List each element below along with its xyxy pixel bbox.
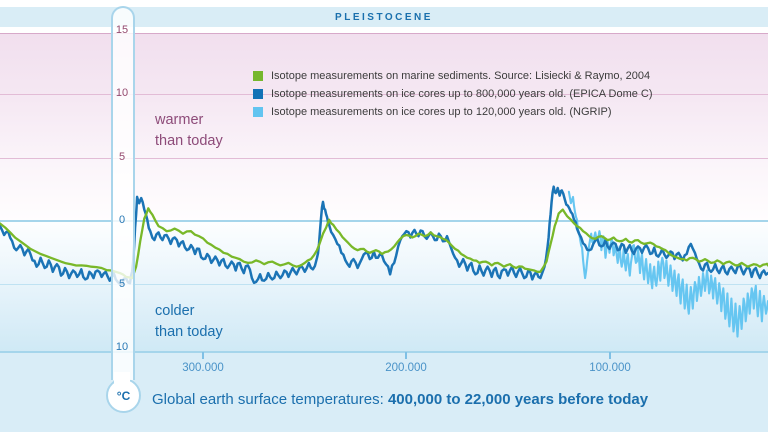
legend-label: Isotope measurements on ice cores up to … [271, 88, 653, 100]
era-title: PLEISTOCENE [335, 11, 433, 23]
gridline-plus5 [0, 158, 768, 159]
epica-swatch-icon [253, 89, 263, 99]
thermometer-tick-label: 5 [118, 151, 126, 163]
x-axis-tick [405, 352, 407, 359]
warmer-than-today-label: warmer than today [155, 112, 223, 149]
legend: Isotope measurements on marine sediments… [253, 67, 653, 121]
chart-caption: Global earth surface temperatures: 400,0… [152, 391, 648, 408]
legend-label: Isotope measurements on marine sediments… [271, 70, 651, 82]
thermometer-tick-label: 10 [115, 341, 129, 353]
legend-item-marine-sediments: Isotope measurements on marine sediments… [253, 67, 653, 85]
x-axis-tick-label: 300.000 [182, 362, 224, 374]
caption-prefix: Global earth surface temperatures: [152, 391, 388, 408]
ngrip-swatch-icon [253, 107, 263, 117]
gridline-plus10 [0, 94, 768, 95]
x-axis-tick-label: 100.000 [589, 362, 631, 374]
era-banner: PLEISTOCENE [0, 7, 768, 27]
caption-range: 400,000 to 22,000 years before today [387, 391, 649, 408]
thermometer-tube [111, 6, 135, 380]
x-axis-tick [202, 352, 204, 359]
thermometer-tick-label: 15 [115, 24, 129, 36]
thermometer-neck [114, 372, 130, 386]
thermometer-tick-label: 0 [118, 214, 126, 226]
marine-sediments-swatch-icon [253, 71, 263, 81]
celsius-unit-label: °C [116, 388, 131, 403]
colder-than-today-label: colder than today [155, 303, 223, 340]
x-axis-line [0, 351, 768, 353]
gridline-plus15 [0, 33, 768, 34]
thermometer-tick-label: 5 [118, 278, 126, 290]
thermometer-tick-label: 10 [115, 87, 129, 99]
legend-label: Isotope measurements on ice cores up to … [271, 106, 612, 118]
legend-item-epica: Isotope measurements on ice cores up to … [253, 85, 653, 103]
x-axis-tick [609, 352, 611, 359]
legend-item-ngrip: Isotope measurements on ice cores up to … [253, 103, 653, 121]
x-axis-tick-label: 200.000 [385, 362, 427, 374]
